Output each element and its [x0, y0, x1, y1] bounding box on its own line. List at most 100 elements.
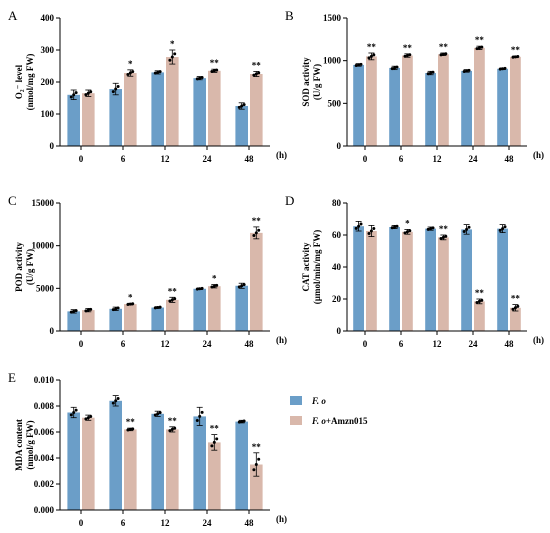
bar — [461, 70, 472, 146]
data-point — [156, 412, 160, 416]
y-tick-label: 400 — [41, 13, 55, 23]
y-tick-label: 40 — [332, 262, 342, 272]
data-point — [156, 306, 160, 310]
x-tick-label: 24 — [203, 154, 213, 164]
x-tick-label: 6 — [399, 339, 404, 349]
x-tick-label: 24 — [203, 339, 213, 349]
data-point — [462, 230, 466, 234]
bar — [510, 307, 521, 331]
data-point — [467, 225, 471, 229]
data-point — [86, 91, 90, 95]
data-point — [357, 63, 361, 67]
significance-marker: * — [405, 218, 410, 228]
data-point — [257, 71, 261, 75]
bar — [82, 93, 95, 146]
data-point — [257, 228, 261, 232]
data-point — [431, 70, 435, 74]
significance-marker: ** — [475, 35, 485, 45]
data-point — [367, 56, 371, 60]
data-point — [89, 90, 93, 94]
bar — [366, 56, 377, 146]
y-tick-label: 15000 — [32, 198, 55, 208]
panel-letter: A — [8, 8, 18, 23]
y-tick-label: 80 — [332, 198, 342, 208]
y-tick-label: 0 — [50, 141, 55, 151]
y-tick-label: 20 — [332, 294, 342, 304]
y-tick-label: 500 — [328, 98, 342, 108]
x-tick-label: 48 — [245, 518, 255, 528]
data-point — [158, 411, 162, 415]
x-unit-label: (h) — [276, 514, 287, 524]
significance-marker: ** — [439, 42, 449, 52]
x-unit-label: (h) — [533, 335, 544, 345]
y-tick-label: 0.008 — [34, 401, 55, 411]
data-point — [372, 226, 376, 230]
data-point — [128, 427, 132, 431]
significance-marker: ** — [403, 43, 413, 53]
data-point — [475, 300, 479, 304]
data-point — [444, 234, 448, 238]
data-point — [393, 225, 397, 229]
significance-marker: ** — [475, 288, 485, 298]
data-point — [390, 67, 394, 71]
x-tick-label: 0 — [79, 339, 84, 349]
significance-marker: ** — [168, 286, 178, 296]
data-point — [367, 232, 371, 236]
data-point — [215, 283, 219, 287]
significance-marker: * — [128, 59, 133, 69]
data-point — [114, 307, 118, 311]
x-tick-label: 24 — [469, 154, 479, 164]
panel-letter: E — [8, 370, 16, 385]
legend-label: F. o+Amzn015 — [311, 416, 368, 426]
x-tick-label: 0 — [363, 339, 368, 349]
bar — [166, 429, 179, 510]
data-point — [111, 401, 115, 405]
data-point — [72, 309, 76, 313]
y-tick-label: 200 — [41, 77, 55, 87]
data-point — [408, 229, 412, 233]
bar — [193, 78, 206, 146]
data-point — [426, 227, 430, 231]
data-point — [257, 457, 261, 461]
data-point — [198, 76, 202, 80]
bar — [366, 231, 377, 331]
y-axis-label: MDA content(nmol/g FW) — [14, 419, 35, 471]
data-point — [403, 54, 407, 58]
data-point — [89, 415, 93, 419]
data-point — [426, 72, 430, 76]
y-tick-label: 0.010 — [34, 375, 55, 385]
data-point — [462, 69, 466, 73]
data-point — [84, 93, 88, 97]
data-point — [390, 226, 394, 230]
y-axis-label: POD activity(U/g FW) — [14, 242, 35, 292]
data-point — [480, 298, 484, 302]
data-point — [439, 53, 443, 57]
data-point — [126, 303, 130, 307]
significance-marker: ** — [367, 42, 377, 52]
data-point — [72, 411, 76, 414]
y-tick-label: 0.000 — [34, 505, 55, 515]
bar — [497, 68, 508, 146]
bar — [438, 54, 449, 147]
bar — [425, 228, 436, 331]
data-point — [198, 287, 202, 291]
bar — [250, 232, 263, 331]
data-point — [69, 413, 73, 417]
data-point — [200, 410, 204, 414]
data-point — [84, 417, 88, 421]
data-point — [403, 231, 407, 235]
data-point — [477, 46, 481, 50]
bar — [208, 70, 221, 146]
data-point — [503, 225, 507, 229]
data-point — [215, 68, 219, 72]
data-point — [354, 64, 358, 68]
bar — [109, 400, 122, 510]
data-point — [516, 54, 520, 58]
y-axis-label: O₂⁻ level(nmol/mg FW) — [14, 54, 35, 111]
y-axis-label-line: (U/g FW) — [25, 249, 35, 285]
bar — [67, 412, 80, 510]
data-point — [429, 71, 433, 75]
data-point — [74, 91, 78, 95]
data-point — [156, 70, 160, 74]
bar — [497, 228, 508, 331]
